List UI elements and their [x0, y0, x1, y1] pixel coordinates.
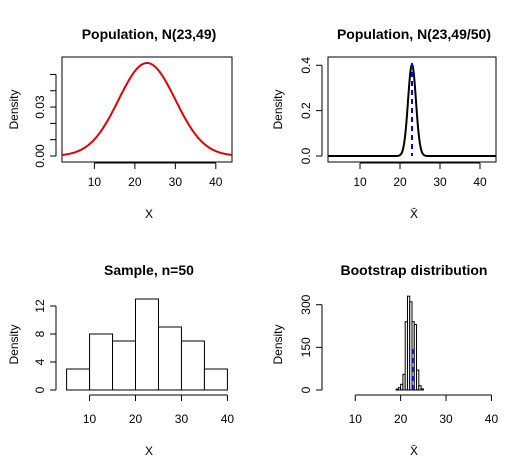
- x-tick-label: 20: [128, 175, 142, 189]
- y-tick-label: 12: [33, 299, 47, 313]
- histogram-bar: [420, 388, 424, 391]
- chart-title: Population, N(23,49): [82, 26, 217, 42]
- histogram-bar: [180, 340, 205, 391]
- y-tick-label: 300: [299, 294, 313, 314]
- histogram-bar: [157, 326, 182, 391]
- histogram-bar: [112, 340, 137, 391]
- y-tick-label: 4: [33, 358, 47, 365]
- histogram-bar: [413, 324, 418, 391]
- histogram-bar: [416, 369, 420, 391]
- histogram-bar: [135, 298, 159, 391]
- y-tick-label: 0.03: [33, 95, 47, 119]
- x-tick-label: 10: [83, 412, 97, 426]
- histogram-bar: [89, 333, 114, 391]
- plot-box: [327, 56, 497, 163]
- y-axis-label: Density: [7, 324, 21, 364]
- histogram-bar: [418, 385, 422, 391]
- panel-1: Population, N(23,49) Density 0.00 0.03 10 20 3…: [7, 26, 233, 221]
- x-tick-label: 40: [209, 175, 223, 189]
- x-axis-label: X̄: [410, 207, 418, 221]
- x-axis-label: X: [145, 444, 153, 458]
- x-axis-label: X̄: [410, 444, 418, 458]
- plot-box: [61, 56, 233, 163]
- y-tick-label: 0.0: [299, 147, 313, 164]
- y-tick-label: 0.00: [33, 144, 47, 168]
- chart-title: Sample, n=50: [104, 262, 194, 278]
- x-tick-label: 20: [129, 412, 143, 426]
- x-tick-label: 30: [433, 175, 447, 189]
- y-axis-label: Density: [7, 89, 21, 129]
- y-tick-label: 0: [299, 386, 313, 393]
- x-tick-label: 40: [485, 412, 499, 426]
- x-tick-label: 40: [473, 175, 487, 189]
- x-tick-label: 20: [394, 412, 408, 426]
- panel-4: Bootstrap distribution Density 0 150 300 10 20…: [271, 262, 498, 458]
- y-tick-label: 8: [33, 330, 47, 337]
- density-curve: [61, 62, 233, 156]
- y-tick-label: 0.4: [299, 57, 313, 74]
- histogram-bar: [203, 368, 228, 391]
- x-axis-label: X: [145, 207, 153, 221]
- y-axis-label: Density: [271, 324, 285, 364]
- x-tick-label: 30: [169, 175, 183, 189]
- y-tick-label: 0.2: [299, 102, 313, 119]
- panel-2: Population, N(23,49/50) Density 0.0 0.2 0.4 1…: [271, 26, 497, 221]
- panel-3: Sample, n=50 Density 0 4 8 12 10 20 30 40 X: [7, 262, 234, 458]
- x-tick-label: 10: [88, 175, 102, 189]
- x-tick-label: 40: [221, 412, 235, 426]
- histogram-bar: [66, 368, 91, 391]
- x-tick-label: 10: [353, 175, 367, 189]
- x-tick-label: 10: [349, 412, 363, 426]
- x-tick-label: 30: [175, 412, 189, 426]
- y-axis-label: Density: [271, 89, 285, 129]
- chart-title: Population, N(23,49/50): [337, 26, 491, 42]
- y-tick-label: 0: [33, 386, 47, 393]
- chart-title: Bootstrap distribution: [341, 262, 488, 278]
- x-tick-label: 20: [393, 175, 407, 189]
- y-tick-label: 150: [299, 337, 313, 357]
- x-tick-label: 30: [439, 412, 453, 426]
